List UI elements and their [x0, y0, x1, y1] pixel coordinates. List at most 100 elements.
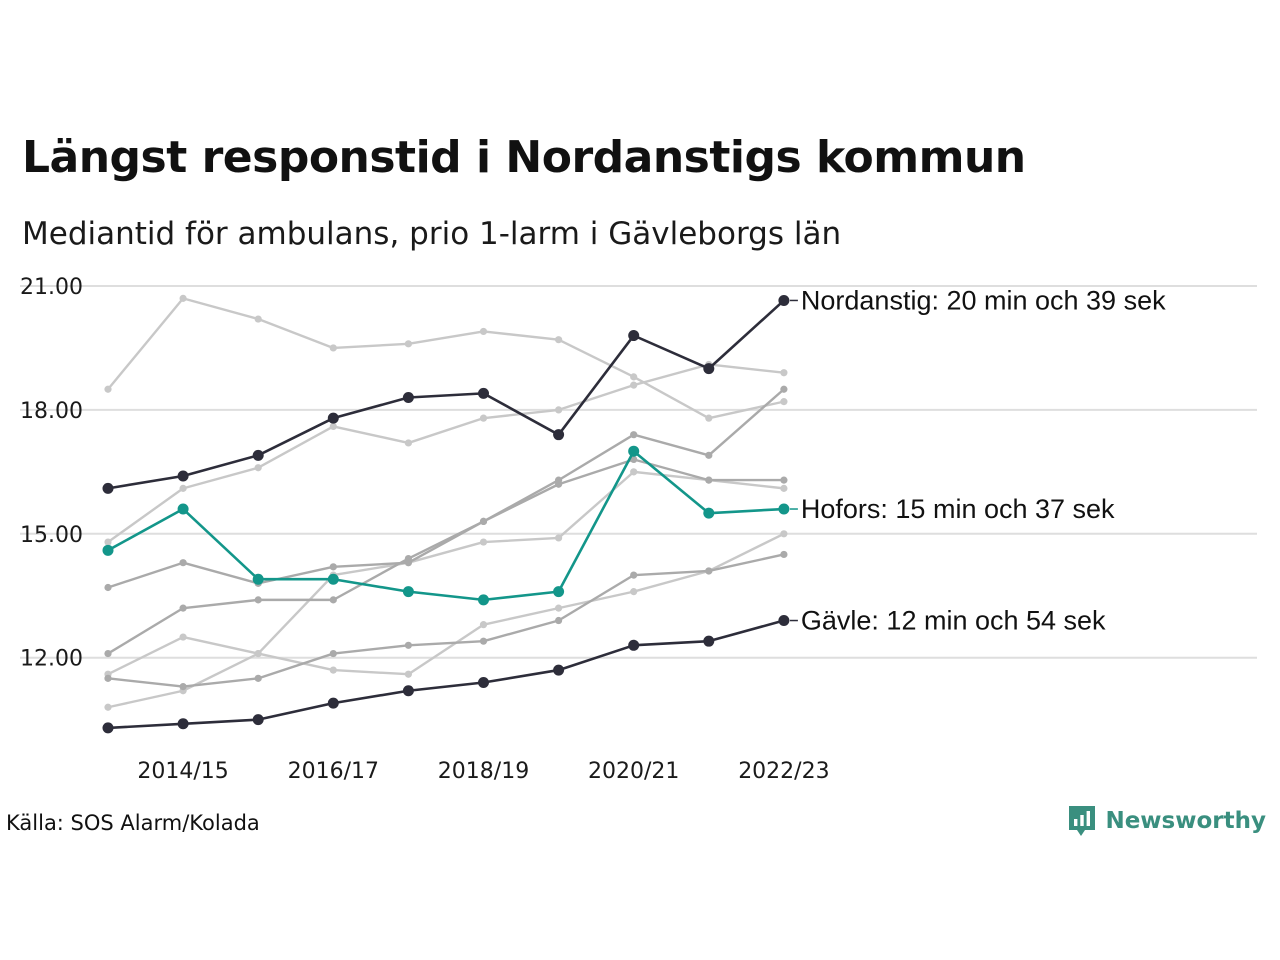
x-tick-label: 2014/15: [137, 759, 228, 784]
data-point: [630, 431, 638, 439]
series-end-labels: Nordanstig: 20 min och 39 sek Hofors: 15 …: [789, 285, 1166, 636]
data-point: [177, 470, 189, 482]
data-point: [703, 635, 715, 647]
series-line: [107, 388, 785, 655]
data-point: [402, 685, 414, 697]
series-end-label: Gävle: 12 min och 54 sek: [801, 606, 1106, 636]
series-gvle: [102, 615, 790, 734]
data-point: [254, 315, 262, 323]
y-axis-labels: 21.00 18.00 15.00 12.00: [20, 275, 83, 672]
data-point: [479, 538, 488, 546]
data-point: [102, 482, 114, 494]
line-chart: 21.00 18.00 15.00 12.00 2014/15 2016/17 2018/…: [20, 275, 1257, 784]
data-point: [327, 412, 339, 424]
data-point: [179, 604, 187, 612]
series-line: [107, 532, 785, 676]
data-point: [254, 674, 262, 682]
series-other: [104, 360, 788, 546]
data-point: [553, 586, 565, 598]
data-point: [479, 621, 488, 629]
series-line: [107, 363, 785, 544]
data-point: [177, 503, 189, 515]
data-point: [555, 336, 563, 344]
data-point: [628, 330, 640, 342]
data-point: [404, 439, 412, 447]
data-point: [555, 480, 563, 488]
data-point: [329, 666, 337, 674]
data-point: [104, 385, 112, 393]
data-point: [555, 534, 563, 542]
series-nordanstig: [102, 294, 790, 494]
data-point: [254, 464, 262, 472]
data-point: [179, 484, 187, 492]
data-point: [478, 676, 489, 688]
brand-logo: Newsworthy: [1067, 804, 1266, 838]
data-point: [780, 484, 788, 492]
data-point: [327, 573, 339, 585]
data-point: [252, 449, 264, 461]
data-point: [705, 476, 713, 484]
data-point: [179, 633, 187, 641]
data-point: [104, 538, 112, 546]
brand-name: Newsworthy: [1105, 808, 1266, 834]
series-end-label: Hofors: 15 min och 37 sek: [801, 494, 1115, 524]
data-point: [630, 455, 638, 464]
data-point: [553, 429, 565, 441]
data-point: [555, 604, 563, 612]
data-point: [628, 445, 640, 457]
data-point: [479, 517, 488, 526]
series-line: [107, 470, 785, 709]
data-point: [329, 422, 337, 431]
data-point: [555, 616, 563, 625]
data-point: [780, 398, 788, 406]
series-line: [107, 458, 784, 589]
data-point: [703, 507, 715, 519]
data-point: [102, 544, 114, 556]
data-point: [778, 294, 790, 306]
source-note: Källa: SOS Alarm/Kolada: [6, 811, 260, 835]
data-point: [252, 714, 264, 726]
data-point: [705, 414, 713, 422]
series-hofors: [102, 445, 790, 606]
x-axis-labels: 2014/15 2016/17 2018/19 2020/21 2022/23: [137, 759, 829, 784]
grid-lines: [20, 285, 1257, 659]
data-point: [404, 641, 412, 649]
series-end-label: Nordanstig: 20 min och 39 sek: [801, 285, 1166, 315]
data-point: [630, 381, 638, 389]
data-point: [780, 369, 788, 377]
data-point: [254, 596, 262, 604]
series-other: [104, 550, 788, 691]
data-point: [177, 718, 189, 730]
y-tick-label: 21.00: [20, 275, 83, 300]
data-point: [630, 571, 638, 579]
data-point: [478, 387, 489, 399]
data-point: [254, 649, 262, 658]
data-point: [329, 563, 337, 571]
background-series: [104, 294, 788, 711]
data-point: [102, 722, 114, 734]
data-point: [780, 530, 788, 538]
data-point: [780, 385, 788, 393]
y-tick-label: 18.00: [20, 399, 83, 424]
data-point: [104, 649, 112, 658]
series-other: [104, 468, 788, 711]
newsworthy-logo-icon: [1069, 806, 1096, 836]
chart-title: Längst responstid i Nordanstigs kommun: [22, 132, 1026, 183]
data-point: [402, 586, 414, 598]
y-tick-label: 15.00: [20, 523, 83, 548]
data-point: [479, 414, 488, 422]
data-point: [404, 670, 412, 678]
data-point: [478, 594, 489, 606]
chart-subtitle: Mediantid för ambulans, prio 1-larm i Gä…: [22, 216, 842, 252]
data-point: [705, 567, 713, 575]
data-point: [630, 588, 638, 596]
data-point: [780, 550, 788, 559]
data-point: [780, 476, 788, 484]
data-point: [628, 639, 640, 651]
data-point: [479, 637, 488, 645]
series-line: [107, 297, 785, 420]
data-point: [104, 583, 112, 592]
series-other: [104, 294, 788, 422]
x-tick-label: 2018/19: [438, 759, 529, 784]
data-point: [329, 344, 337, 352]
